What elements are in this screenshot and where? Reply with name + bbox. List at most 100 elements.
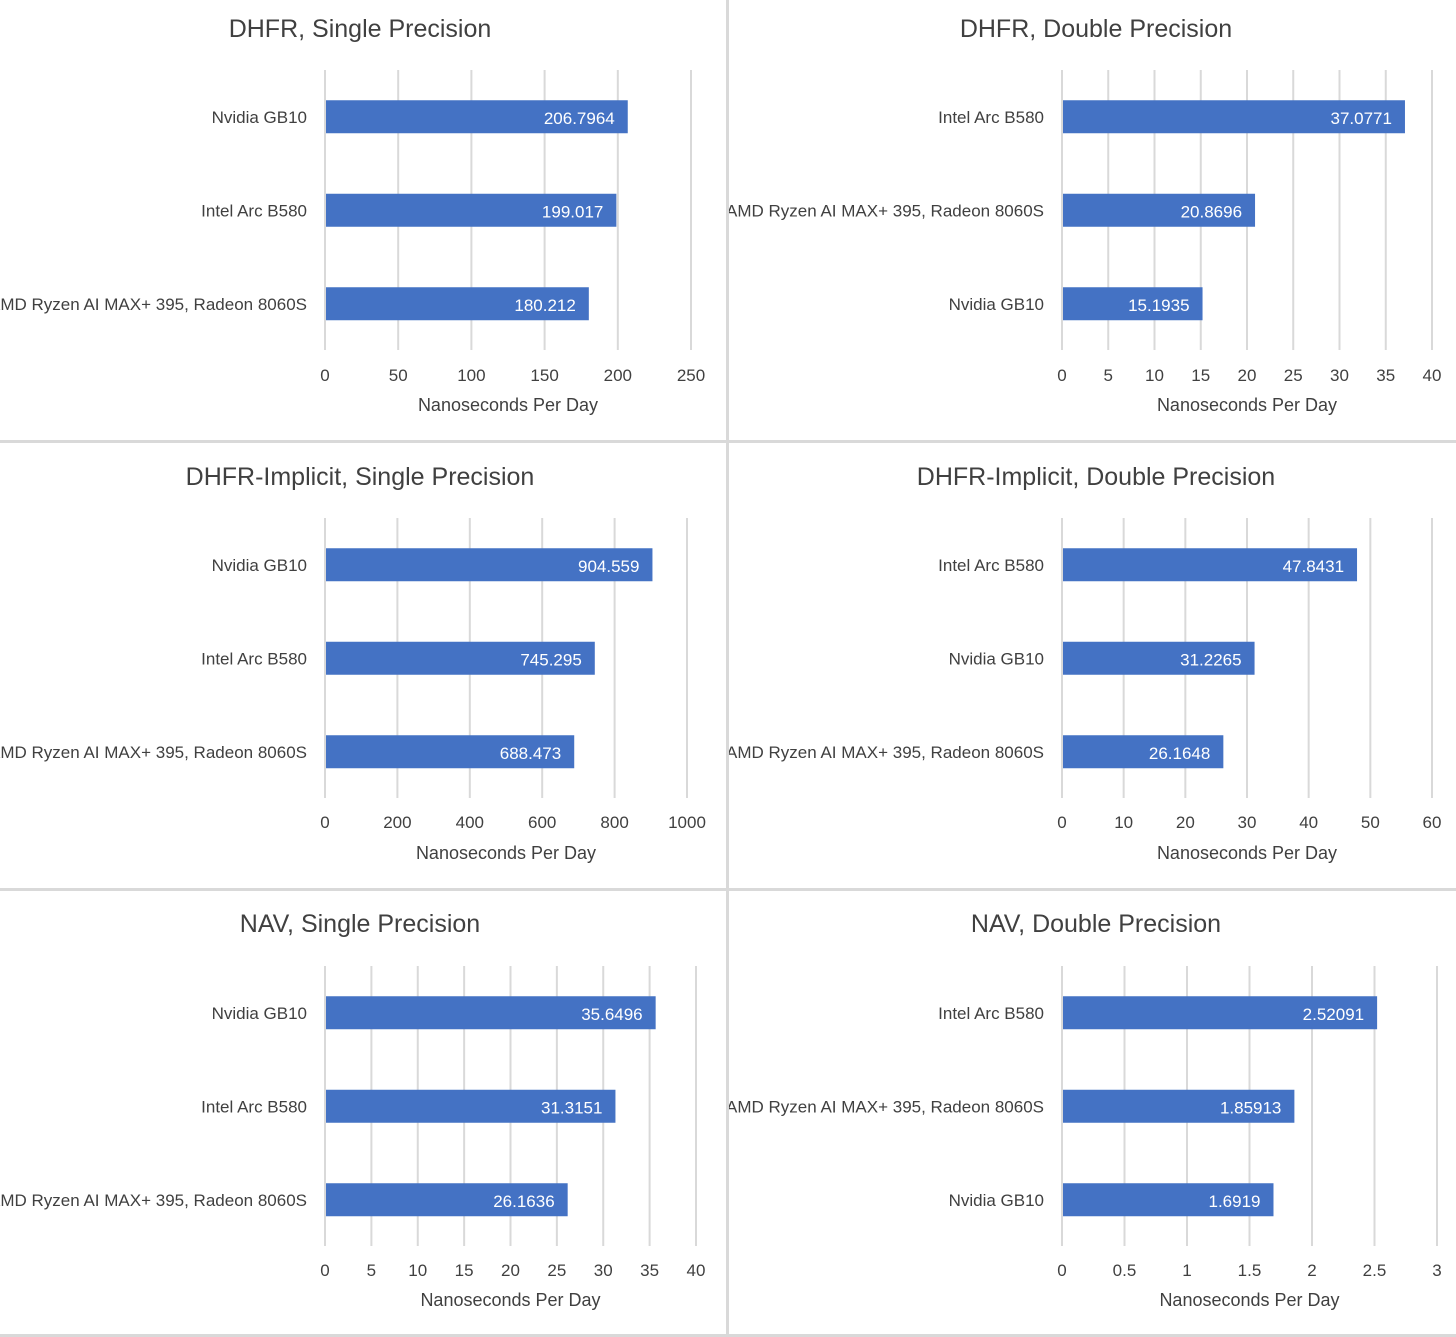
value-label: 31.3151 [541, 1098, 602, 1117]
tick-label: 50 [389, 366, 408, 385]
category-label: Nvidia GB10 [949, 295, 1044, 314]
bar [1063, 1089, 1295, 1123]
value-label: 1.6919 [1208, 1192, 1260, 1211]
tick-label: 0 [1057, 366, 1066, 385]
chart-panel: NAV, Single Precision Nvidia GB10 35.6496 I… [0, 891, 726, 1337]
value-label: 199.017 [542, 202, 603, 221]
chart-svg: DHFR-Implicit, Single Precision Nvidia GB… [0, 463, 706, 863]
tick-label: 0 [320, 366, 329, 385]
chart-title: NAV, Double Precision [971, 910, 1221, 938]
bar [326, 548, 653, 582]
chart-panel: DHFR-Implicit, Double Precision Intel Arc… [729, 443, 1456, 889]
bar [1063, 548, 1358, 582]
value-label: 26.1636 [493, 1192, 554, 1211]
category-label: Nvidia GB10 [212, 1004, 307, 1023]
category-label: Intel Arc B580 [938, 556, 1044, 575]
chart-svg: DHFR, Single Precision Nvidia GB10 206.796… [0, 15, 705, 415]
x-axis-label: Nanoseconds Per Day [1157, 843, 1337, 863]
tick-label: 35 [1376, 366, 1395, 385]
bar [1063, 100, 1405, 134]
chart-title: DHFR, Double Precision [960, 15, 1232, 43]
chart-panel: NAV, Double Precision Intel Arc B580 2.520… [729, 891, 1456, 1337]
bar [1063, 641, 1255, 675]
tick-label: 25 [547, 1261, 566, 1280]
category-label: Intel Arc B580 [938, 1004, 1044, 1023]
value-label: 15.1935 [1128, 296, 1189, 315]
tick-label: 30 [1238, 813, 1257, 832]
category-label: AMD Ryzen AI MAX+ 395, Radeon 8060S [729, 1097, 1044, 1116]
chart-panel: DHFR-Implicit, Single Precision Nvidia GB… [0, 443, 726, 889]
bar [326, 996, 656, 1030]
value-label: 26.1648 [1149, 744, 1210, 763]
tick-label: 30 [1330, 366, 1349, 385]
bar [326, 1089, 616, 1123]
chart-svg: DHFR, Double Precision Intel Arc B580 37.0… [729, 15, 1442, 415]
tick-label: 2.5 [1363, 1261, 1387, 1280]
tick-label: 40 [1423, 366, 1442, 385]
value-label: 47.8431 [1283, 557, 1344, 576]
tick-label: 50 [1361, 813, 1380, 832]
category-label: AMD Ryzen AI MAX+ 395, Radeon 8060S [0, 295, 307, 314]
chart-panel: DHFR, Double Precision Intel Arc B580 37.0… [729, 0, 1456, 441]
tick-label: 150 [530, 366, 558, 385]
tick-label: 40 [1299, 813, 1318, 832]
tick-label: 20 [1238, 366, 1257, 385]
category-label: Nvidia GB10 [949, 1191, 1044, 1210]
chart-svg: DHFR-Implicit, Double Precision Intel Arc… [729, 463, 1442, 863]
tick-label: 10 [1114, 813, 1133, 832]
tick-label: 15 [1191, 366, 1210, 385]
bar [1063, 193, 1256, 227]
tick-label: 5 [367, 1261, 376, 1280]
tick-label: 20 [501, 1261, 520, 1280]
x-axis-label: Nanoseconds Per Day [1159, 1290, 1339, 1310]
chart-title: NAV, Single Precision [240, 910, 480, 938]
tick-label: 1 [1182, 1261, 1191, 1280]
chart-title: DHFR-Implicit, Double Precision [917, 463, 1275, 491]
tick-label: 0.5 [1113, 1261, 1137, 1280]
category-label: Intel Arc B580 [938, 108, 1044, 127]
tick-label: 600 [528, 813, 556, 832]
category-label: Intel Arc B580 [201, 649, 307, 668]
bar [1063, 996, 1378, 1030]
x-axis-label: Nanoseconds Per Day [1157, 395, 1337, 415]
bar [326, 287, 589, 321]
chart-svg: NAV, Single Precision Nvidia GB10 35.6496 I… [0, 910, 705, 1310]
category-label: Nvidia GB10 [212, 108, 307, 127]
value-label: 904.559 [578, 557, 639, 576]
vertical-divider [726, 0, 729, 1337]
value-label: 180.212 [514, 296, 575, 315]
tick-label: 15 [455, 1261, 474, 1280]
category-label: AMD Ryzen AI MAX+ 395, Radeon 8060S [729, 201, 1044, 220]
value-label: 2.52091 [1303, 1005, 1364, 1024]
tick-label: 0 [320, 813, 329, 832]
tick-label: 30 [594, 1261, 613, 1280]
value-label: 688.473 [500, 744, 561, 763]
tick-label: 1.5 [1238, 1261, 1262, 1280]
value-label: 745.295 [520, 650, 581, 669]
tick-label: 20 [1176, 813, 1195, 832]
tick-label: 60 [1423, 813, 1442, 832]
tick-label: 200 [604, 366, 632, 385]
category-label: Intel Arc B580 [201, 1097, 307, 1116]
tick-label: 10 [1145, 366, 1164, 385]
bar [326, 735, 575, 769]
value-label: 37.0771 [1331, 109, 1392, 128]
chart-title: DHFR, Single Precision [229, 15, 492, 43]
bar [326, 1183, 568, 1217]
value-label: 206.7964 [544, 109, 615, 128]
tick-label: 400 [456, 813, 484, 832]
x-axis-label: Nanoseconds Per Day [418, 395, 598, 415]
horizontal-divider [0, 440, 1456, 443]
horizontal-divider [0, 888, 1456, 891]
tick-label: 1000 [668, 813, 706, 832]
tick-label: 100 [457, 366, 485, 385]
tick-label: 10 [408, 1261, 427, 1280]
tick-label: 800 [600, 813, 628, 832]
category-label: Nvidia GB10 [212, 556, 307, 575]
value-label: 20.8696 [1181, 202, 1242, 221]
category-label: AMD Ryzen AI MAX+ 395, Radeon 8060S [0, 743, 307, 762]
tick-label: 0 [1057, 813, 1066, 832]
category-label: Nvidia GB10 [949, 649, 1044, 668]
bar [326, 193, 617, 227]
